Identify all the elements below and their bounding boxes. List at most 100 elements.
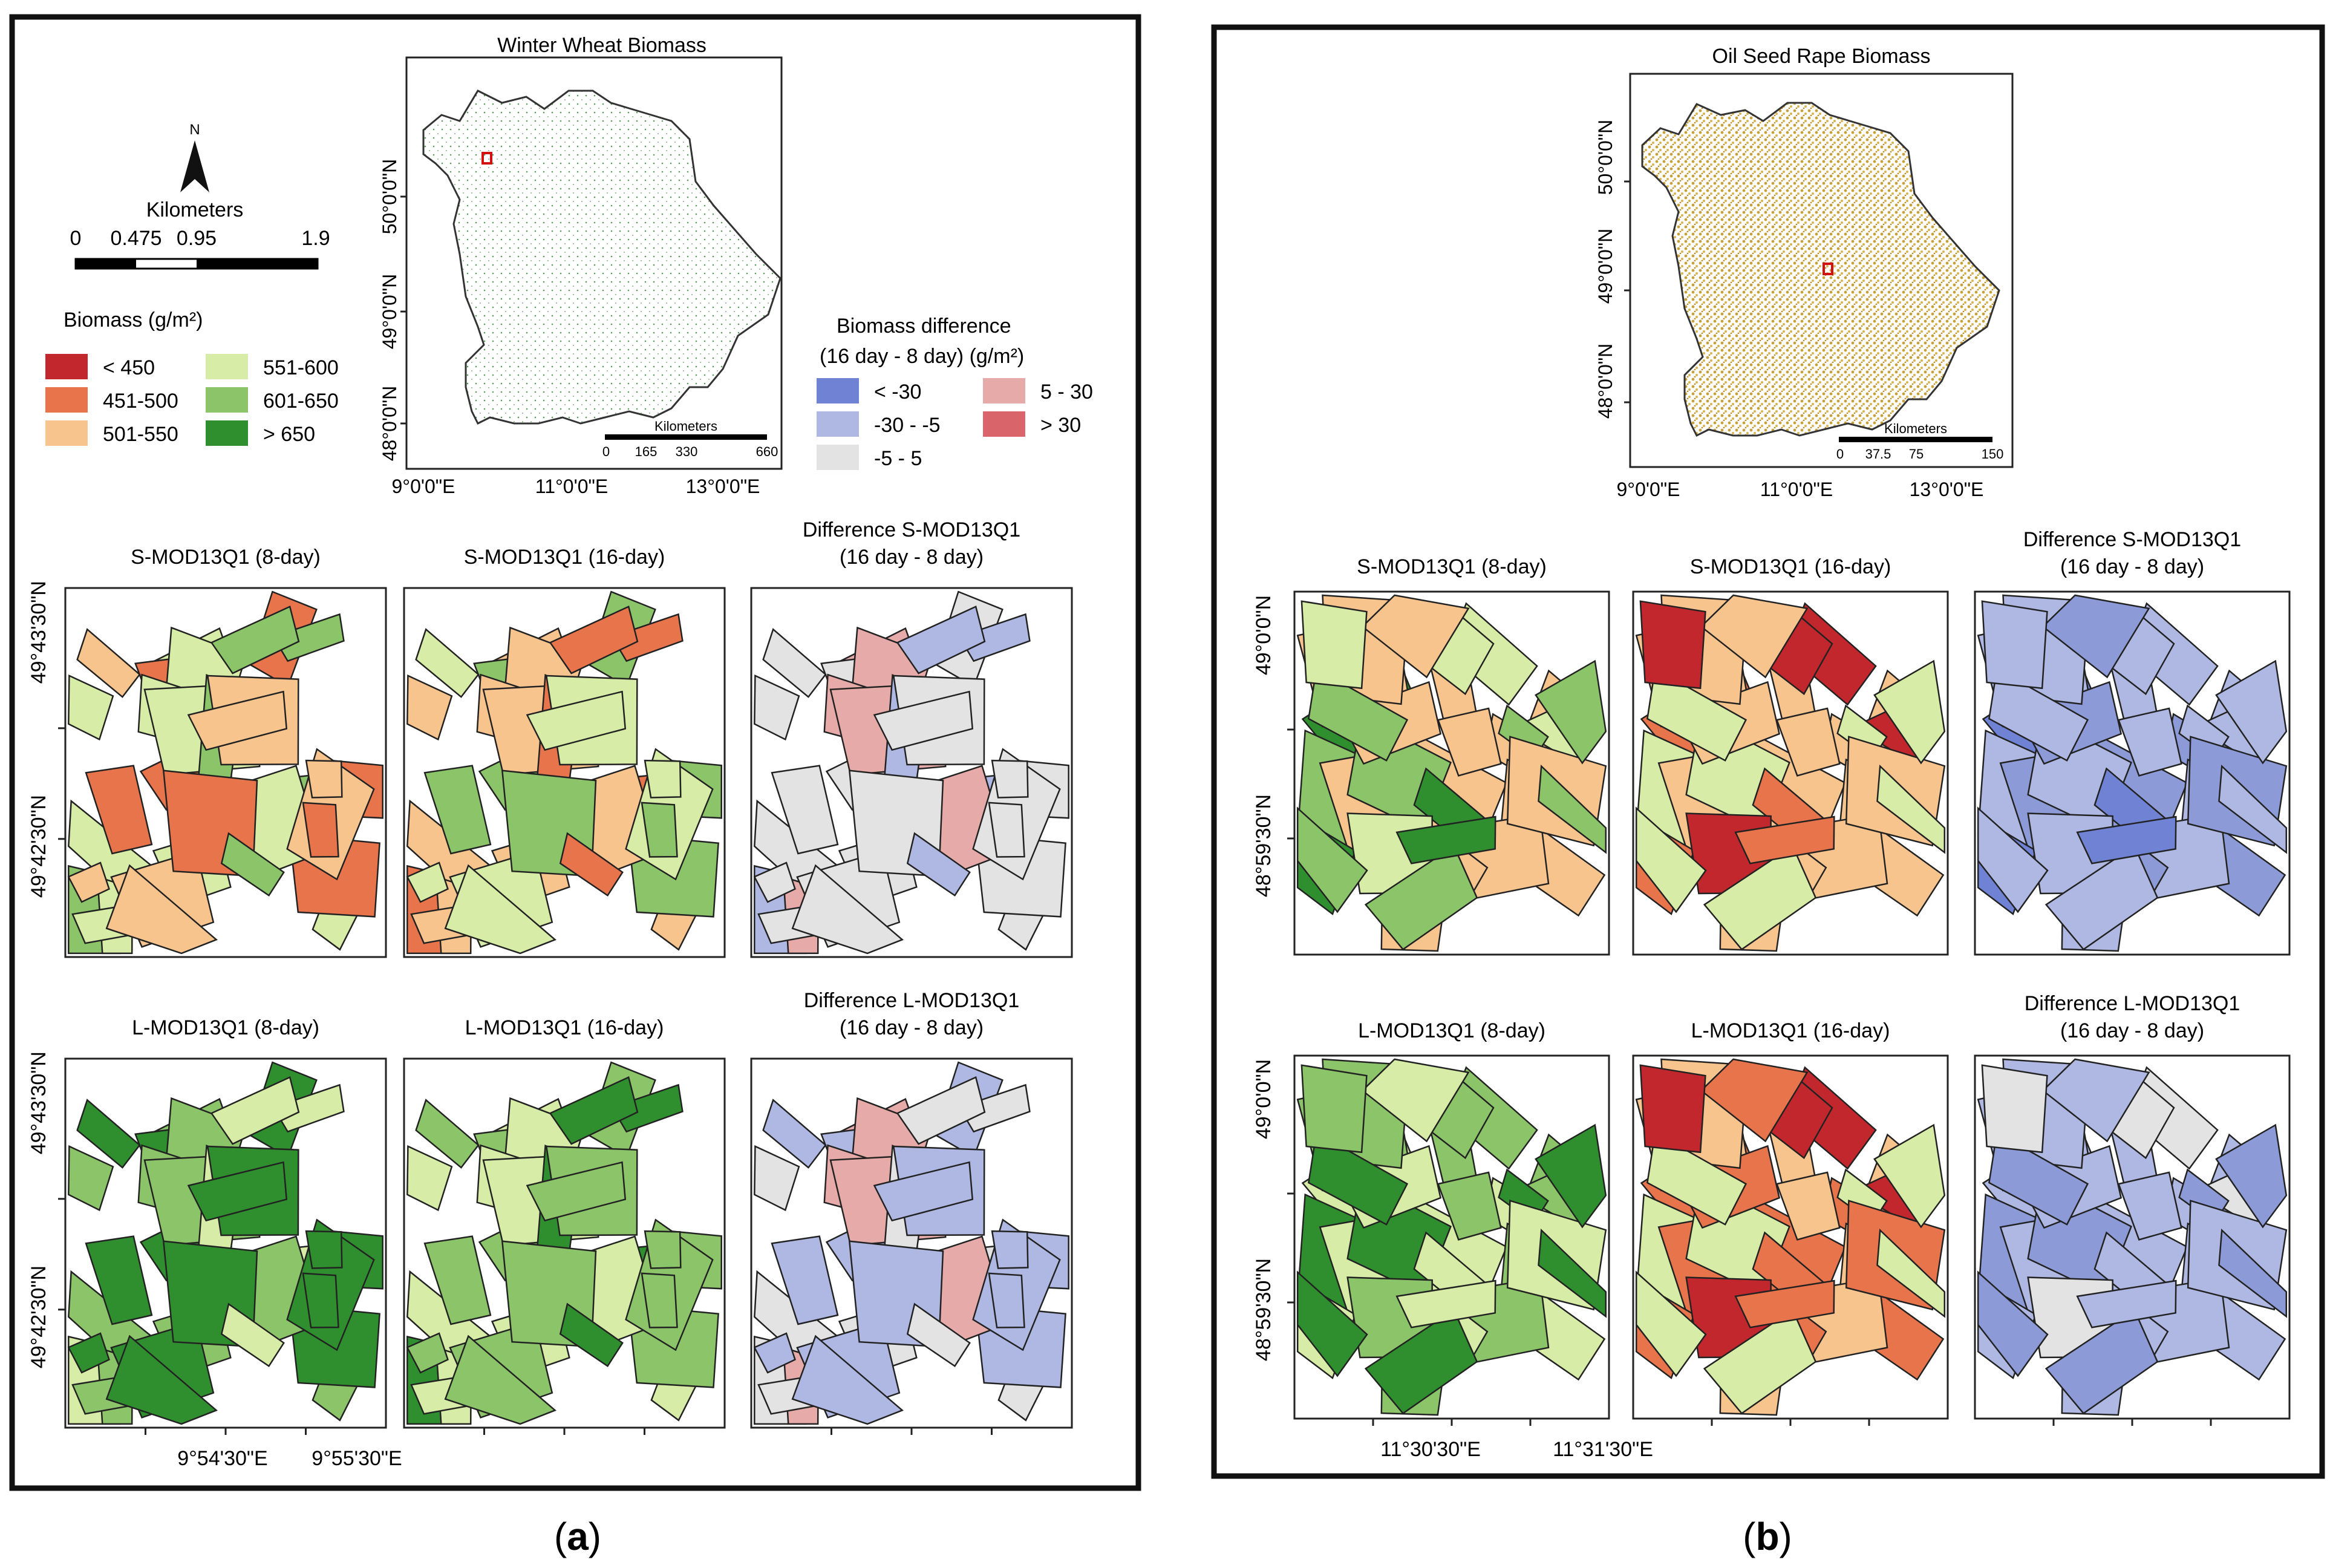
overview-scale-tick-b-1: 37.5 (1865, 446, 1891, 462)
difference-legend-title-1: Biomass difference (837, 315, 1011, 338)
bavaria-outline-b (1641, 102, 2000, 437)
panel-title-panel_b-0-0: S-MOD13Q1 (8-day) (1357, 555, 1547, 578)
biomass-legend: Biomass (g/m²) < 450 451-500 501-550 551-60… (45, 309, 339, 446)
lat-label-panel_a-1-0: 49°43'30"N (27, 1051, 50, 1154)
overview-lat-label-a-1: 50°0'0"N (379, 159, 400, 235)
panel-title-panel_a-1-2: Difference L-MOD13Q1 (804, 989, 1020, 1012)
panel-title-panel_a-0-3: (16 day - 8 day) (840, 546, 984, 569)
panel-title-panel_b-1-2: Difference L-MOD13Q1 (2025, 992, 2240, 1015)
field-polygon (641, 1272, 678, 1328)
map-panel-panel_b-0-2 (1974, 590, 2291, 956)
field-polygon (1703, 844, 1817, 951)
overview-lon-label-b-3: 13°0'0"E (1910, 479, 1984, 500)
field-polygon (1981, 1064, 2048, 1154)
lat-label-panel_b-0-0: 49°0'0"N (1252, 595, 1275, 675)
field-polygon (754, 674, 800, 741)
field-polygon (68, 674, 114, 741)
field-polygon (1535, 659, 1607, 765)
difference-class-label-3: 5 - 30 (1040, 381, 1093, 403)
caption-b-letter: b (1755, 1515, 1779, 1558)
field-polygon (873, 690, 974, 751)
field-polygon (526, 1161, 627, 1222)
field-polygon (906, 1302, 971, 1368)
field-polygon (105, 864, 218, 955)
overview-scale-tick-a-2: 330 (676, 444, 698, 459)
field-polygon (611, 1083, 684, 1133)
map-panel-panel_a-0-2 (750, 587, 1073, 958)
field-polygon (906, 832, 971, 897)
biomass-swatch-1 (45, 387, 88, 413)
field-polygon (1300, 1064, 1368, 1154)
difference-legend: Biomass difference (16 day - 8 day) (g/m… (817, 315, 1093, 470)
field-polygon (611, 613, 684, 662)
field-polygon (549, 606, 639, 675)
field-polygon (1364, 1308, 1478, 1415)
difference-class-label-1: -30 - -5 (874, 414, 941, 437)
field-polygon (210, 1076, 300, 1145)
field-polygon (762, 1099, 827, 1169)
field-polygon (873, 1161, 974, 1222)
overview-scale-tick-a-0: 0 (602, 444, 610, 459)
panel-title-panel_a-0-0: S-MOD13Q1 (8-day) (131, 546, 321, 569)
field-polygon (753, 861, 796, 903)
field-polygon (771, 765, 839, 855)
panel-title-panel_a-1-3: (16 day - 8 day) (840, 1016, 984, 1039)
map-panel-panel_b-0-0 (1293, 590, 1610, 956)
biomass-class-label-4: 601-650 (263, 390, 339, 413)
field-polygon (958, 613, 1031, 662)
panel-title-panel_b-1-1: L-MOD13Q1 (16-day) (1691, 1019, 1890, 1042)
panel-title-panel_a-0-1: S-MOD13Q1 (16-day) (464, 546, 665, 569)
field-polygon (1703, 1308, 1817, 1415)
field-polygon (1538, 764, 1607, 854)
field-polygon (1876, 1228, 1946, 1318)
panel-title-panel_b-0-3: (16 day - 8 day) (2060, 555, 2204, 578)
lat-label-panel_b-0-1: 48°59'30"N (1252, 794, 1275, 897)
field-polygon (988, 1272, 1025, 1328)
difference-class-label-4: > 30 (1040, 414, 1081, 437)
overview-map-b: Oil Seed Rape Biomass 50°0'0"N 49°0'0"N … (1594, 45, 2014, 500)
map-panel-panel_b-1-0 (1293, 1054, 1610, 1420)
lat-label-panel_b-1-1: 48°59'30"N (1252, 1258, 1275, 1361)
biomass-legend-title: Biomass (g/m²) (64, 309, 203, 332)
overview-lat-label-b-1: 50°0'0"N (1594, 120, 1616, 195)
field-polygon (958, 1083, 1031, 1133)
field-polygon (1296, 806, 1368, 913)
field-polygon (415, 628, 480, 698)
field-polygon (641, 802, 678, 858)
overview-lon-label-b-1: 9°0'0"E (1617, 479, 1680, 500)
field-polygon (1639, 1064, 1706, 1154)
field-polygon (771, 1235, 839, 1325)
panel-title-panel_a-1-1: L-MOD13Q1 (16-day) (465, 1016, 664, 1039)
field-polygon (76, 628, 141, 698)
biomass-swatch-2 (45, 420, 88, 446)
overview-map-a: Winter Wheat Biomass 50°0'0"N 49°0'0"N 4… (379, 34, 783, 497)
field-polygon (187, 1161, 288, 1222)
biomass-class-label-0: < 450 (103, 356, 155, 379)
field-polygon (1635, 806, 1707, 913)
map-panel-panel_b-1-1 (1632, 1054, 1949, 1420)
overview-lat-label-b-2: 49°0'0"N (1594, 229, 1616, 304)
overview-title-b: Oil Seed Rape Biomass (1712, 45, 1931, 68)
biomass-class-label-5: > 650 (263, 423, 315, 446)
field-polygon (1977, 1270, 2049, 1377)
field-polygon (68, 1145, 114, 1212)
overview-lon-label-a-3: 13°0'0"E (686, 475, 760, 497)
biomass-swatch-0 (45, 354, 88, 379)
panel-a-frame (9, 14, 1141, 1491)
field-polygon (1296, 1270, 1368, 1377)
field-polygon (526, 690, 627, 751)
difference-legend-title-2: (16 day - 8 day) (g/m²) (820, 345, 1024, 368)
field-polygon (991, 759, 1029, 799)
field-polygon (1734, 1279, 1835, 1328)
field-polygon (1437, 707, 1502, 777)
overview-scale-title-a: Kilometers (654, 419, 717, 434)
field-polygon (406, 861, 449, 903)
study-area-marker-a (481, 152, 492, 165)
map-panel-panel_a-1-2 (750, 1057, 1073, 1429)
field-polygon (1775, 1171, 1841, 1241)
field-polygon (423, 765, 492, 855)
field-polygon (302, 1272, 339, 1328)
difference-class-label-0: < -30 (874, 381, 921, 403)
scale-tick-0: 0 (70, 227, 82, 250)
field-polygon (1988, 667, 2089, 762)
